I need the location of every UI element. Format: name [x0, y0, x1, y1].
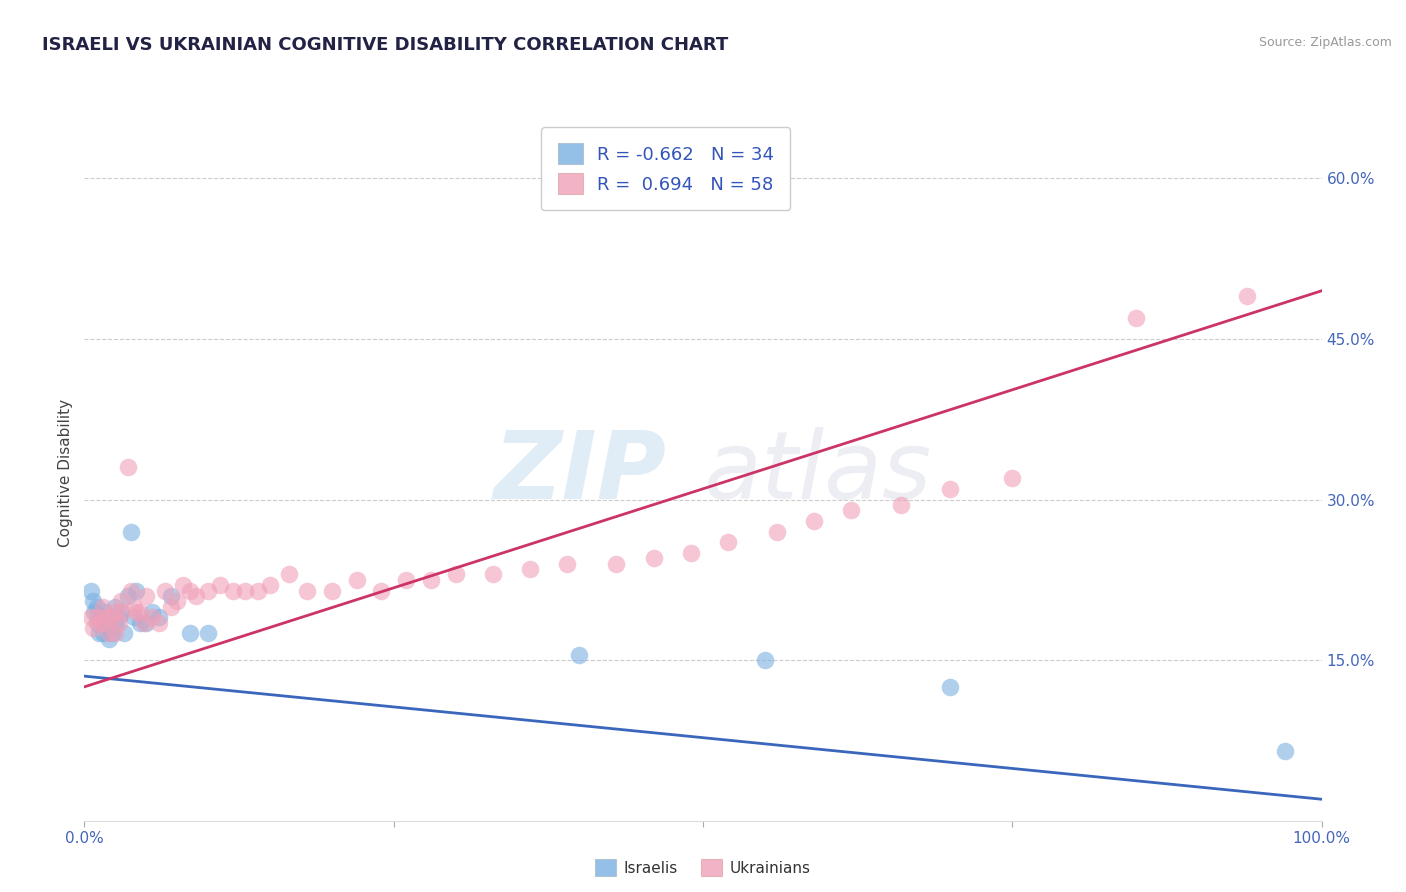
- Text: Source: ZipAtlas.com: Source: ZipAtlas.com: [1258, 36, 1392, 49]
- Point: [395, 573, 418, 587]
- Point: [120, 524, 142, 539]
- Y-axis label: Cognitive Disability: Cognitive Disability: [58, 399, 73, 547]
- Point: [321, 583, 343, 598]
- Point: [766, 524, 789, 539]
- Point: [605, 557, 627, 571]
- Point: [803, 514, 825, 528]
- Point: [89, 626, 111, 640]
- Point: [717, 535, 740, 549]
- Point: [86, 615, 108, 630]
- Point: [112, 626, 135, 640]
- Point: [108, 615, 131, 630]
- Point: [197, 583, 219, 598]
- Point: [135, 589, 157, 603]
- Point: [82, 594, 104, 608]
- Point: [96, 615, 118, 630]
- Point: [179, 626, 201, 640]
- Point: [82, 621, 104, 635]
- Point: [104, 626, 127, 640]
- Point: [890, 498, 912, 512]
- Point: [86, 610, 108, 624]
- Point: [98, 626, 121, 640]
- Point: [222, 583, 245, 598]
- Text: atlas: atlas: [703, 427, 931, 518]
- Legend: Israelis, Ukrainians: Israelis, Ukrainians: [589, 853, 817, 882]
- Point: [1001, 471, 1024, 485]
- Point: [1236, 289, 1258, 303]
- Point: [86, 599, 108, 614]
- Point: [148, 615, 170, 630]
- Point: [104, 599, 127, 614]
- Point: [117, 589, 139, 603]
- Point: [246, 583, 269, 598]
- Point: [1125, 310, 1147, 325]
- Point: [125, 605, 148, 619]
- Point: [172, 578, 194, 592]
- Point: [519, 562, 541, 576]
- Point: [125, 583, 148, 598]
- Point: [141, 610, 163, 624]
- Point: [277, 567, 299, 582]
- Point: [100, 610, 122, 624]
- Point: [110, 594, 132, 608]
- Point: [233, 583, 256, 598]
- Point: [91, 615, 114, 630]
- Point: [91, 626, 114, 640]
- Point: [120, 583, 142, 598]
- Point: [166, 594, 188, 608]
- Point: [94, 605, 117, 619]
- Point: [679, 546, 702, 560]
- Point: [209, 578, 232, 592]
- Point: [179, 583, 201, 598]
- Point: [153, 583, 176, 598]
- Point: [100, 626, 122, 640]
- Point: [481, 567, 503, 582]
- Point: [98, 621, 121, 635]
- Point: [370, 583, 392, 598]
- Point: [79, 610, 101, 624]
- Point: [129, 605, 152, 619]
- Point: [129, 615, 152, 630]
- Point: [568, 648, 591, 662]
- Point: [96, 610, 118, 624]
- Point: [444, 567, 467, 582]
- Point: [110, 605, 132, 619]
- Point: [346, 573, 368, 587]
- Point: [104, 605, 127, 619]
- Point: [83, 605, 105, 619]
- Point: [197, 626, 219, 640]
- Point: [91, 615, 114, 630]
- Point: [259, 578, 281, 592]
- Point: [122, 599, 145, 614]
- Point: [117, 460, 139, 475]
- Point: [841, 503, 863, 517]
- Point: [108, 610, 131, 624]
- Point: [295, 583, 318, 598]
- Point: [643, 551, 665, 566]
- Point: [91, 599, 114, 614]
- Point: [939, 680, 962, 694]
- Point: [132, 615, 155, 630]
- Point: [419, 573, 441, 587]
- Point: [122, 610, 145, 624]
- Point: [141, 605, 163, 619]
- Text: ISRAELI VS UKRAINIAN COGNITIVE DISABILITY CORRELATION CHART: ISRAELI VS UKRAINIAN COGNITIVE DISABILIT…: [42, 36, 728, 54]
- Point: [110, 605, 132, 619]
- Point: [89, 610, 111, 624]
- Point: [148, 610, 170, 624]
- Point: [160, 599, 183, 614]
- Point: [98, 632, 121, 646]
- Point: [1274, 744, 1296, 758]
- Point: [135, 615, 157, 630]
- Point: [89, 615, 111, 630]
- Point: [754, 653, 776, 667]
- Point: [184, 589, 207, 603]
- Point: [939, 482, 962, 496]
- Point: [555, 557, 578, 571]
- Point: [160, 589, 183, 603]
- Text: ZIP: ZIP: [494, 426, 666, 519]
- Point: [104, 615, 127, 630]
- Point: [79, 583, 101, 598]
